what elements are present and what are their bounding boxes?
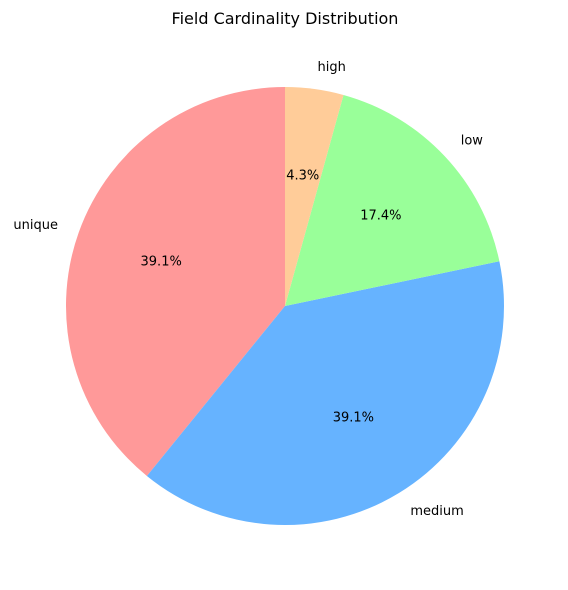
chart-title: Field Cardinality Distribution [172, 9, 399, 28]
slice-percent-high: 4.3% [286, 168, 319, 183]
pie-labels: unique 39.1% medium 39.1% low 17.4% high 4.3% [13, 60, 483, 519]
slice-percent-medium: 39.1% [333, 411, 374, 426]
slice-label-unique: unique [13, 218, 58, 233]
pie-slice-low [285, 94, 500, 306]
pie-slice-medium [146, 261, 504, 525]
slice-percent-unique: 39.1% [141, 255, 182, 270]
pie-slice-unique [65, 87, 285, 476]
pie-slices [65, 87, 504, 525]
slice-label-low: low [461, 134, 484, 149]
slice-label-medium: medium [410, 504, 463, 519]
pie-slice-high [285, 87, 344, 306]
slice-percent-low: 17.4% [360, 209, 401, 224]
slice-label-high: high [317, 60, 345, 75]
